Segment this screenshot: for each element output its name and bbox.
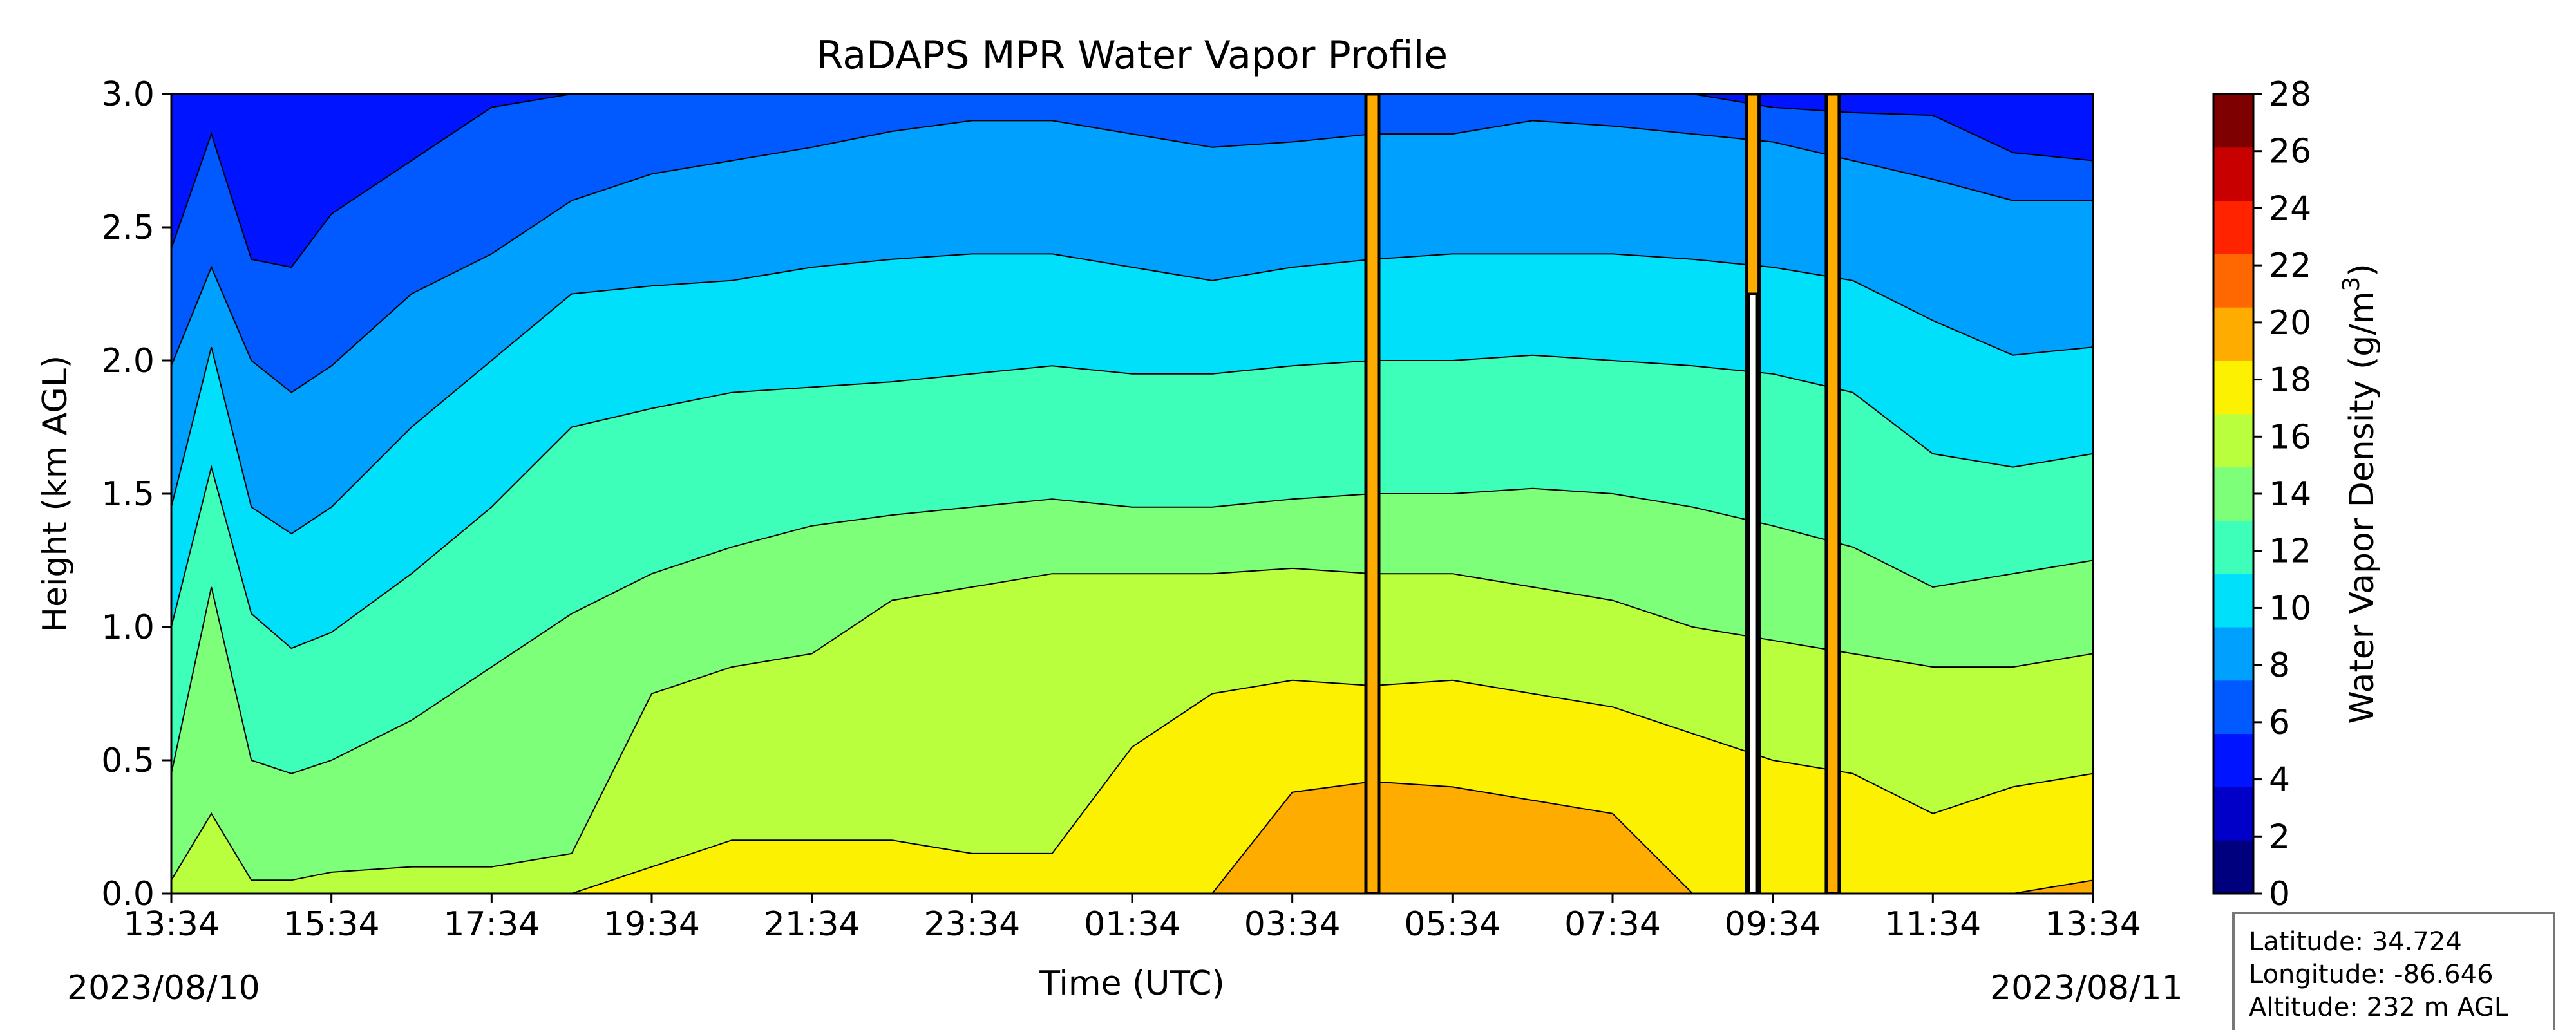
x-tick-label: 05:34 xyxy=(1404,905,1501,944)
band-20 xyxy=(171,782,2093,894)
station-longitude: Longitude: -86.646 xyxy=(2249,960,2494,989)
colorbar-segment xyxy=(2213,360,2253,415)
colorbar-segment xyxy=(2213,200,2253,254)
contour-fills xyxy=(171,94,2093,894)
station-altitude: Altitude: 232 m AGL xyxy=(2249,993,2509,1022)
colorbar-segment xyxy=(2213,574,2253,628)
station-info-frame xyxy=(2232,912,2555,1030)
x-tick-label: 19:34 xyxy=(603,905,700,944)
x-tick-label: 03:34 xyxy=(1244,905,1341,944)
x-tick-label: 11:34 xyxy=(1884,905,1981,944)
x-axis-ticks: 13:34 15:34 17:34 19:34 21:34 23:34 01:34 03:34… xyxy=(123,894,2141,944)
x-tick-label: 15:34 xyxy=(283,905,380,944)
x-axis-label: Time (UTC) xyxy=(1039,964,1224,1003)
x-tick-label: 09:34 xyxy=(1725,905,1821,944)
colorbar-tick-label: 26 xyxy=(2269,133,2311,171)
x-tick-label: 23:34 xyxy=(923,905,1020,944)
colorbar-segment xyxy=(2213,413,2253,468)
colorbar-tick-label: 10 xyxy=(2269,589,2311,628)
colorbar xyxy=(2213,94,2253,894)
rain-spikes xyxy=(1364,94,1841,894)
plot-area xyxy=(171,94,2093,894)
colorbar-segment xyxy=(2213,94,2253,148)
colorbar-label-superscript: 3 xyxy=(2338,277,2365,292)
x-tick-label: 13:34 xyxy=(123,905,220,944)
colorbar-tick-label: 28 xyxy=(2269,75,2311,114)
y-tick-label: 1.5 xyxy=(101,475,155,514)
y-tick-label: 0.5 xyxy=(101,742,155,780)
x-tick-label: 17:34 xyxy=(443,905,540,944)
colorbar-segment xyxy=(2213,680,2253,735)
y-tick-label: 2.0 xyxy=(101,342,155,380)
colorbar-label-end: ) xyxy=(2343,263,2382,276)
colorbar-tick-label: 24 xyxy=(2269,189,2311,228)
station-info-box: Latitude: 34.724 Longitude: -86.646 Alti… xyxy=(2232,912,2555,1030)
end-date: 2023/08/11 xyxy=(1990,969,2183,1007)
x-tick-label: 01:34 xyxy=(1084,905,1180,944)
colorbar-segment xyxy=(2213,147,2253,201)
colorbar-segment xyxy=(2213,254,2253,308)
x-tick-label: 07:34 xyxy=(1564,905,1661,944)
y-tick-label: 3.0 xyxy=(101,75,155,114)
rain-spike-0 xyxy=(1364,94,1381,894)
colorbar-segment xyxy=(2213,307,2253,361)
colorbar-tick-label: 20 xyxy=(2269,304,2311,342)
colorbar-segment xyxy=(2213,840,2253,894)
y-tick-label: 2.5 xyxy=(101,209,155,247)
colorbar-tick-label: 12 xyxy=(2269,532,2311,571)
colorbar-tick-label: 8 xyxy=(2269,646,2290,685)
colorbar-segment xyxy=(2213,733,2253,787)
colorbar-tick-label: 6 xyxy=(2269,704,2290,742)
colorbar-tick-label: 18 xyxy=(2269,361,2311,400)
colorbar-tick-label: 16 xyxy=(2269,418,2311,456)
y-tick-label: 0.0 xyxy=(101,875,155,913)
rain-spike-2 xyxy=(1824,94,1841,894)
colorbar-label: Water Vapor Density (g/m3) xyxy=(2338,263,2382,724)
colorbar-tick-label: 14 xyxy=(2269,475,2311,514)
station-latitude: Latitude: 34.724 xyxy=(2249,927,2462,957)
start-date: 2023/08/10 xyxy=(67,969,260,1007)
y-tick-label: 1.0 xyxy=(101,608,155,647)
colorbar-segment xyxy=(2213,467,2253,521)
y-axis-ticks: 0.0 0.5 1.0 1.5 2.0 2.5 3.0 xyxy=(101,75,171,913)
x-tick-label: 13:34 xyxy=(2045,905,2141,944)
colorbar-segment xyxy=(2213,520,2253,574)
colorbar-tick-label: 0 xyxy=(2269,875,2290,913)
colorbar-segment xyxy=(2213,787,2253,841)
colorbar-label-main: Water Vapor Density (g/m xyxy=(2343,292,2382,724)
colorbar-tick-label: 22 xyxy=(2269,247,2311,285)
y-axis-label: Height (km AGL) xyxy=(36,355,75,632)
x-tick-label: 21:34 xyxy=(764,905,860,944)
colorbar-segment xyxy=(2213,627,2253,681)
rain-spike-core xyxy=(1747,292,1758,894)
colorbar-tick-label: 4 xyxy=(2269,761,2290,800)
chart-title: RaDAPS MPR Water Vapor Profile xyxy=(817,33,1448,78)
colorbar-tick-label: 2 xyxy=(2269,818,2290,856)
